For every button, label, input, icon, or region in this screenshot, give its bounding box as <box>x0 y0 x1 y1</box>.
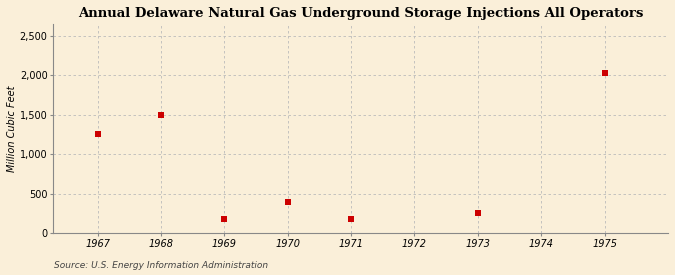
Point <box>155 113 166 117</box>
Point <box>282 200 293 205</box>
Point <box>219 217 230 222</box>
Point <box>472 211 483 215</box>
Point <box>92 132 103 136</box>
Point <box>346 217 356 222</box>
Title: Annual Delaware Natural Gas Underground Storage Injections All Operators: Annual Delaware Natural Gas Underground … <box>78 7 643 20</box>
Y-axis label: Million Cubic Feet: Million Cubic Feet <box>7 85 17 172</box>
Point <box>599 71 610 76</box>
Text: Source: U.S. Energy Information Administration: Source: U.S. Energy Information Administ… <box>54 260 268 270</box>
